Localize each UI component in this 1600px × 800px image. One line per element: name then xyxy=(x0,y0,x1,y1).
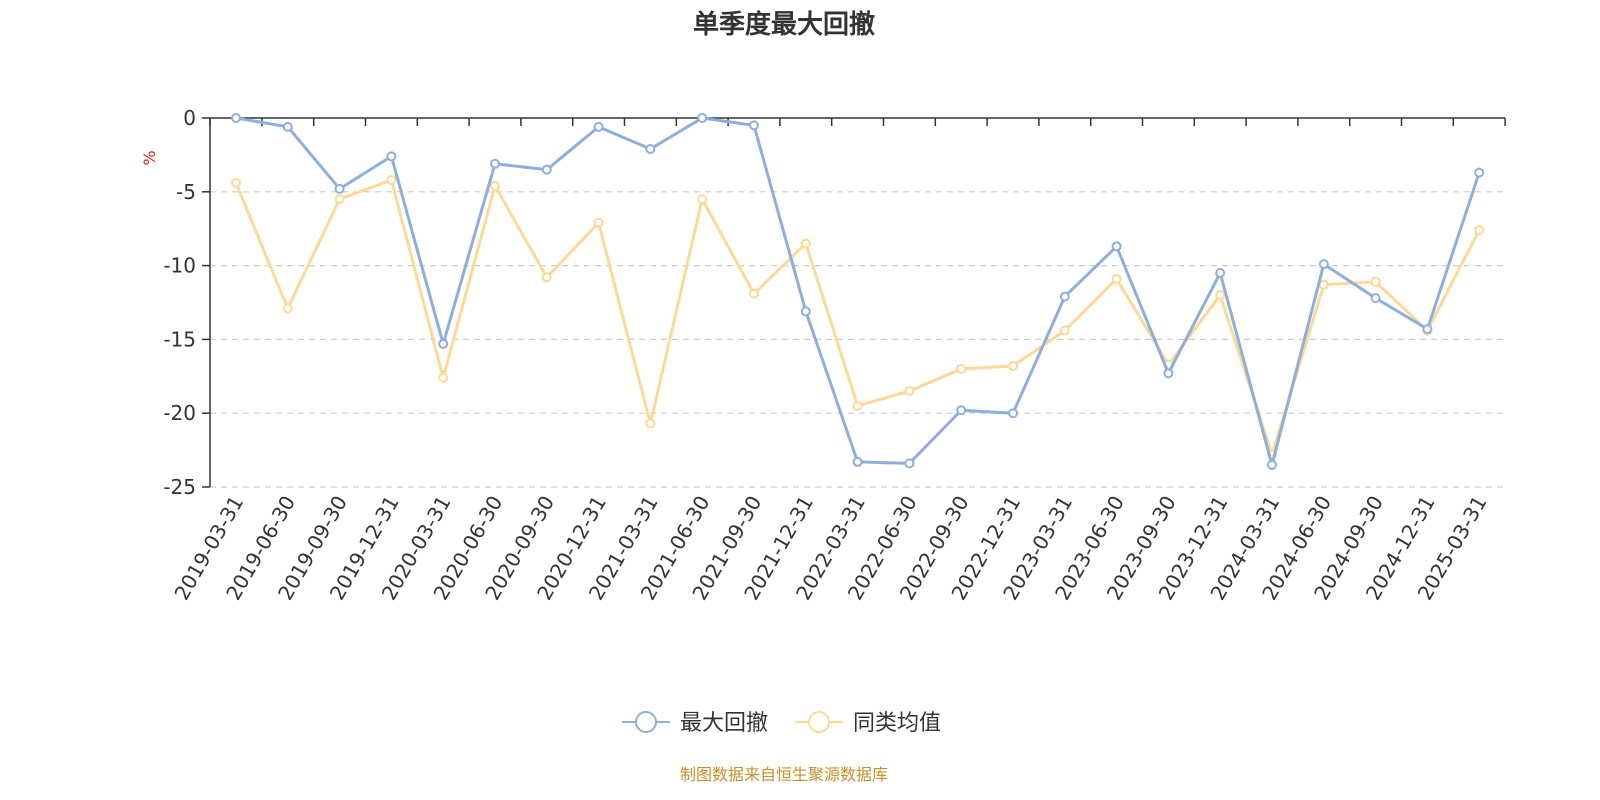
series-lines xyxy=(231,113,1485,470)
data-point xyxy=(231,113,241,123)
data-point xyxy=(904,458,915,469)
data-point xyxy=(1215,290,1226,301)
data-point xyxy=(956,405,967,416)
legend-marker-icon xyxy=(635,711,657,733)
data-point xyxy=(697,194,708,205)
data-point xyxy=(645,143,656,154)
data-point xyxy=(956,363,967,374)
data-point xyxy=(282,303,293,314)
chart-title: 单季度最大回撤 xyxy=(693,9,875,40)
data-point xyxy=(749,288,759,299)
data-point xyxy=(593,121,604,132)
data-point xyxy=(282,121,293,132)
data-point xyxy=(800,238,811,249)
legend-marker-icon xyxy=(808,711,830,733)
data-point xyxy=(1059,325,1070,336)
y-tick-label: 0 xyxy=(183,106,196,130)
legend[interactable]: 最大回撤 同类均值 xyxy=(622,711,941,736)
data-point xyxy=(1111,241,1122,252)
data-point xyxy=(1008,360,1018,371)
data-point xyxy=(800,306,811,317)
data-point xyxy=(1370,293,1381,304)
data-point xyxy=(1111,273,1122,284)
y-tick-label: -15 xyxy=(163,327,196,351)
data-point xyxy=(231,177,241,188)
data-point xyxy=(1474,225,1485,236)
data-point xyxy=(1008,408,1018,419)
data-point xyxy=(490,158,500,169)
series-2 xyxy=(231,174,1485,460)
data-point xyxy=(645,418,656,429)
data-point xyxy=(541,272,552,283)
data-point xyxy=(386,151,397,162)
data-point xyxy=(1163,368,1174,379)
data-point xyxy=(749,120,759,131)
data-point xyxy=(593,217,604,228)
data-point xyxy=(386,174,397,185)
data-point xyxy=(1422,324,1433,335)
series-1 xyxy=(231,113,1485,470)
data-point xyxy=(1267,459,1277,470)
data-point xyxy=(852,456,863,467)
data-point xyxy=(334,194,345,205)
data-point xyxy=(904,386,915,397)
data-source-note: 制图数据来自恒生聚源数据库 xyxy=(680,765,888,784)
legend-item-1[interactable]: 最大回撤 xyxy=(622,711,768,736)
legend-label: 最大回撤 xyxy=(680,711,768,736)
grid-lines xyxy=(210,191,1505,488)
data-point xyxy=(334,183,345,194)
y-tick-label: -5 xyxy=(176,180,196,204)
legend-label: 同类均值 xyxy=(853,711,941,736)
data-point xyxy=(1059,291,1070,302)
y-tick-label: -20 xyxy=(163,401,196,425)
data-point xyxy=(438,372,449,383)
data-point xyxy=(1474,167,1485,178)
data-point xyxy=(490,180,500,191)
data-point xyxy=(541,164,552,175)
data-point xyxy=(1215,267,1226,278)
y-tick-label: -25 xyxy=(163,475,196,499)
y-tick-label: -10 xyxy=(163,254,196,278)
data-point xyxy=(1370,276,1381,287)
y-axis-unit-label: % xyxy=(140,150,159,165)
data-point xyxy=(697,113,708,123)
data-point xyxy=(438,338,449,349)
data-point xyxy=(1318,279,1329,290)
legend-item-2[interactable]: 同类均值 xyxy=(795,711,941,736)
data-point xyxy=(1318,259,1329,270)
data-point xyxy=(852,400,863,411)
